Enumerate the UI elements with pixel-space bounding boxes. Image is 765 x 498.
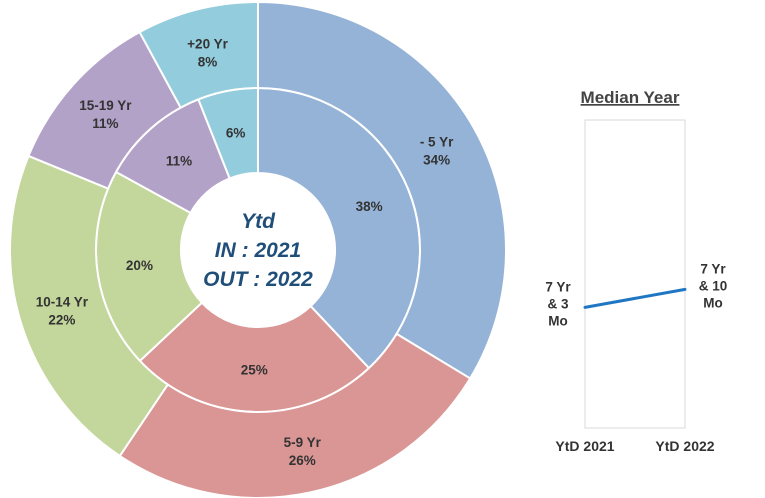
inner-ring-label-5-9-yr: 25% [241,362,268,377]
median-point-label-2022: 7 Yr & 10 Mo [699,261,728,310]
median-trend-chart: Median Year 7 Yr & 3 Mo 7 Yr & 10 Mo YtD 202… [545,88,727,454]
median-point-label-2021: 7 Yr & 3 Mo [545,279,571,328]
center-text-line-1: Ytd [241,210,276,233]
outer-ring-label-5-yr: - 5 Yr 34% [420,134,454,167]
inner-ring-label-10-14-yr: 20% [126,258,153,273]
median-chart-title: Median Year [581,88,680,107]
center-text-line-2: IN : 2021 [215,239,301,262]
outer-ring-label-15-19-yr: 15-19 Yr 11% [79,98,132,131]
donut-center-text: Ytd IN : 2021 OUT : 2022 [203,210,313,291]
inner-ring-label-15-19-yr: 11% [166,153,192,168]
donut-labels: 38% 25% 20% 11% 6% - 5 Yr 34% 5-9 Yr 26% 10-14 Yr… [36,36,454,468]
center-text-line-3: OUT : 2022 [203,268,313,291]
outer-ring-slice-5-yr [257,0,507,380]
outer-ring-label-5-9-yr: 5-9 Yr 26% [284,435,322,468]
outer-ring-label-20-yr: +20 Yr 8% [187,36,228,69]
outer-ring-slice-20-yr [138,0,259,110]
median-x-tick-2021: YtD 2021 [555,438,614,454]
outer-ring-slice-10-14-yr [9,154,170,458]
inner-ring-label-5-yr: 38% [356,199,383,214]
donut-center-hole [181,173,335,327]
median-x-tick-2022: YtD 2022 [655,438,714,454]
inner-ring-label-20-yr: 6% [226,126,246,141]
median-trend-line [583,287,687,309]
median-plot-area [584,119,686,429]
outer-ring-label-10-14-yr: 10-14 Yr 22% [36,295,89,328]
outer-ring-slice-5-9-yr [118,332,472,498]
donut-chart [9,0,507,498]
